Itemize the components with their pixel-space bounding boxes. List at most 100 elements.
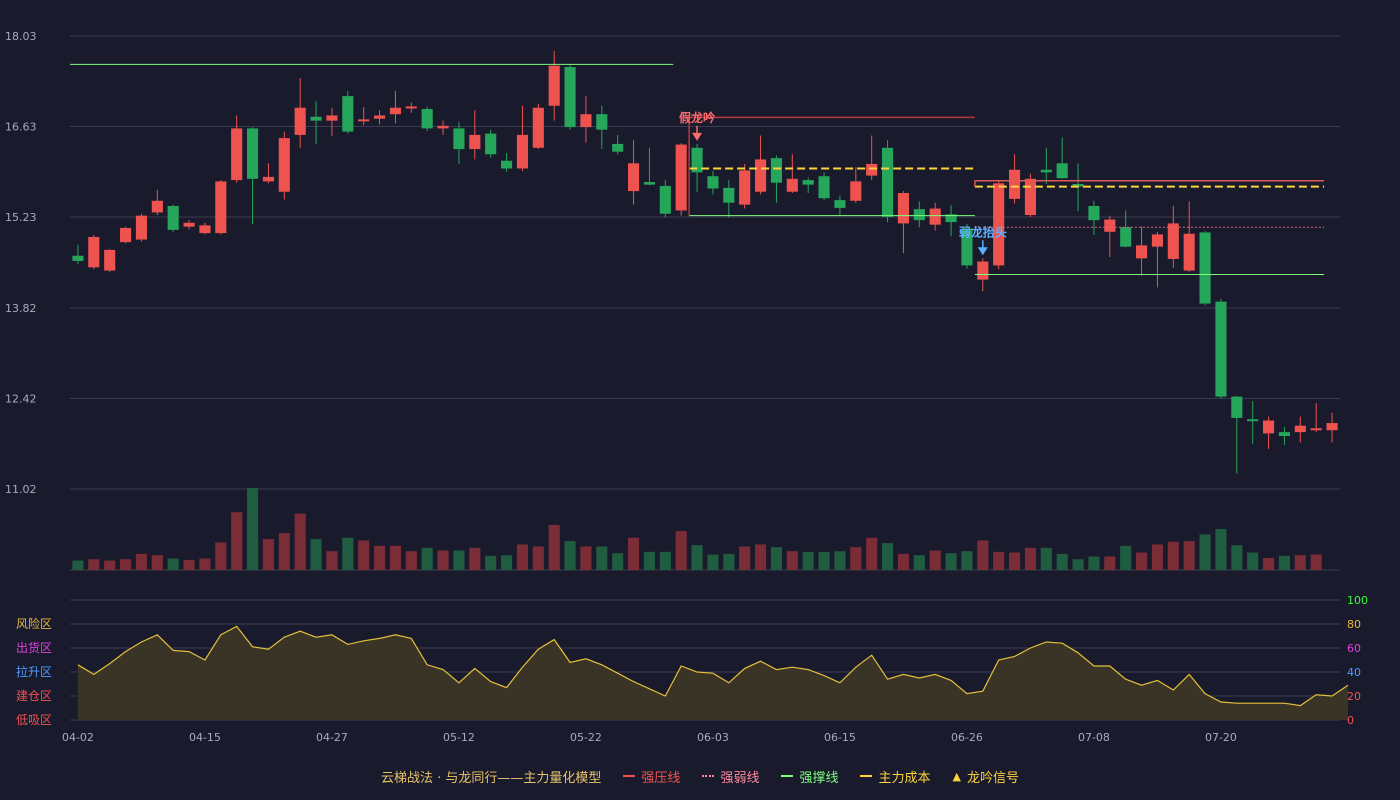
signal-label: 弱龙抬头 (959, 224, 1007, 239)
candle-body (516, 134, 528, 169)
legend-item: 强撑线 (781, 767, 838, 786)
legend-swatch (860, 775, 873, 777)
volume-bar (247, 488, 259, 570)
candle-body (643, 182, 655, 185)
volume-bar (913, 555, 925, 570)
oscillator-tick-label: 40 (1347, 666, 1361, 679)
candle-body (104, 249, 116, 271)
candle-body (199, 225, 211, 234)
candle-body (1024, 178, 1036, 216)
volume-bar (199, 558, 211, 570)
volume-bar (167, 558, 179, 570)
price-tick-label: 18.03 (5, 30, 37, 43)
candle-body (231, 128, 243, 181)
candle-body (580, 114, 592, 128)
volume-bar (88, 559, 100, 570)
candle-body (755, 159, 767, 192)
candle-body (723, 187, 735, 203)
date-tick-label: 04-27 (316, 731, 348, 744)
zone-label: 出货区 (16, 640, 52, 655)
date-tick-label: 07-20 (1205, 731, 1237, 744)
volume-bar (675, 531, 687, 570)
oscillator-tick-label: 60 (1347, 642, 1361, 655)
candle-body (405, 106, 417, 109)
volume-bar (866, 537, 878, 570)
volume-bar (1199, 534, 1211, 570)
signal-arrow-icon (977, 247, 988, 256)
volume-bar (1263, 557, 1275, 570)
candle-body (818, 176, 830, 199)
candle-body (1231, 396, 1243, 418)
signal-label: 假龙吟 (679, 110, 715, 125)
volume-bar (278, 533, 290, 570)
price-axis-ticks: 11.02 12.42 13.82 15.23 16.63 18.03 (5, 30, 37, 496)
candle-body (437, 125, 449, 129)
legend-title: 云梯战法 · 与龙同行——主力量化模型 (381, 770, 602, 786)
candle-body (1278, 432, 1290, 437)
candle-body (1310, 428, 1322, 431)
oscillator-tick-label: 0 (1347, 714, 1354, 727)
candle-body (945, 214, 957, 223)
candle-body (897, 193, 909, 224)
volume-bar (405, 551, 417, 570)
volume-bar (1009, 552, 1021, 570)
price-tick-label: 13.82 (5, 302, 37, 315)
triangle-icon: ▲ (952, 769, 961, 783)
volume-bar (1247, 552, 1259, 570)
candle-body (120, 227, 132, 243)
candle-body (691, 147, 703, 173)
candle-body (1263, 420, 1275, 434)
volume-bar (1215, 529, 1227, 570)
candle-body (1120, 227, 1132, 247)
candle-body (278, 138, 290, 192)
volume-bar (262, 539, 274, 570)
volume-bar (421, 547, 433, 570)
candle-body (389, 107, 401, 115)
volume-bar (691, 545, 703, 570)
candle-body (993, 183, 1005, 266)
volume-bar (1183, 541, 1195, 570)
candle-body (421, 109, 433, 129)
volume-bar (72, 560, 84, 570)
date-tick-label: 05-22 (570, 731, 602, 744)
volume-bar (215, 542, 227, 570)
candle-body (834, 200, 846, 208)
volume-bar (977, 540, 989, 570)
volume-bar (485, 555, 497, 570)
candle-body (532, 107, 544, 148)
volume-bar (929, 550, 941, 570)
zone-label: 低吸区 (16, 713, 52, 727)
candle-body (326, 115, 338, 121)
candle-body (1088, 205, 1100, 221)
volume-bar (1151, 544, 1163, 570)
candle-body (135, 215, 147, 240)
volume-bar (1056, 553, 1068, 570)
signal-arrow-icon (692, 132, 703, 141)
volume-bar (659, 551, 671, 570)
candle-body (961, 228, 973, 266)
candle-body (167, 205, 179, 230)
candle-body (628, 163, 640, 192)
candle-body (1056, 163, 1068, 179)
candle-body (786, 178, 798, 192)
volume-bar (389, 545, 401, 570)
volume-bar (548, 524, 560, 570)
volume-bar (469, 547, 481, 570)
volume-bar (374, 545, 386, 570)
volume-bar (1231, 545, 1243, 570)
candle-body (1104, 219, 1116, 232)
date-tick-label: 06-03 (697, 731, 729, 744)
volume-bar (739, 546, 751, 570)
candle-body (215, 181, 227, 234)
candle-body (977, 261, 989, 280)
volume-bar (120, 559, 132, 570)
volume-bar (1294, 555, 1306, 570)
candle-body (374, 115, 386, 119)
candle-body (770, 158, 782, 183)
zone-label: 建仓区 (16, 689, 52, 703)
candles (72, 50, 1338, 474)
candle-body (866, 163, 878, 176)
volume-bar (993, 551, 1005, 570)
volume-bar (516, 544, 528, 570)
